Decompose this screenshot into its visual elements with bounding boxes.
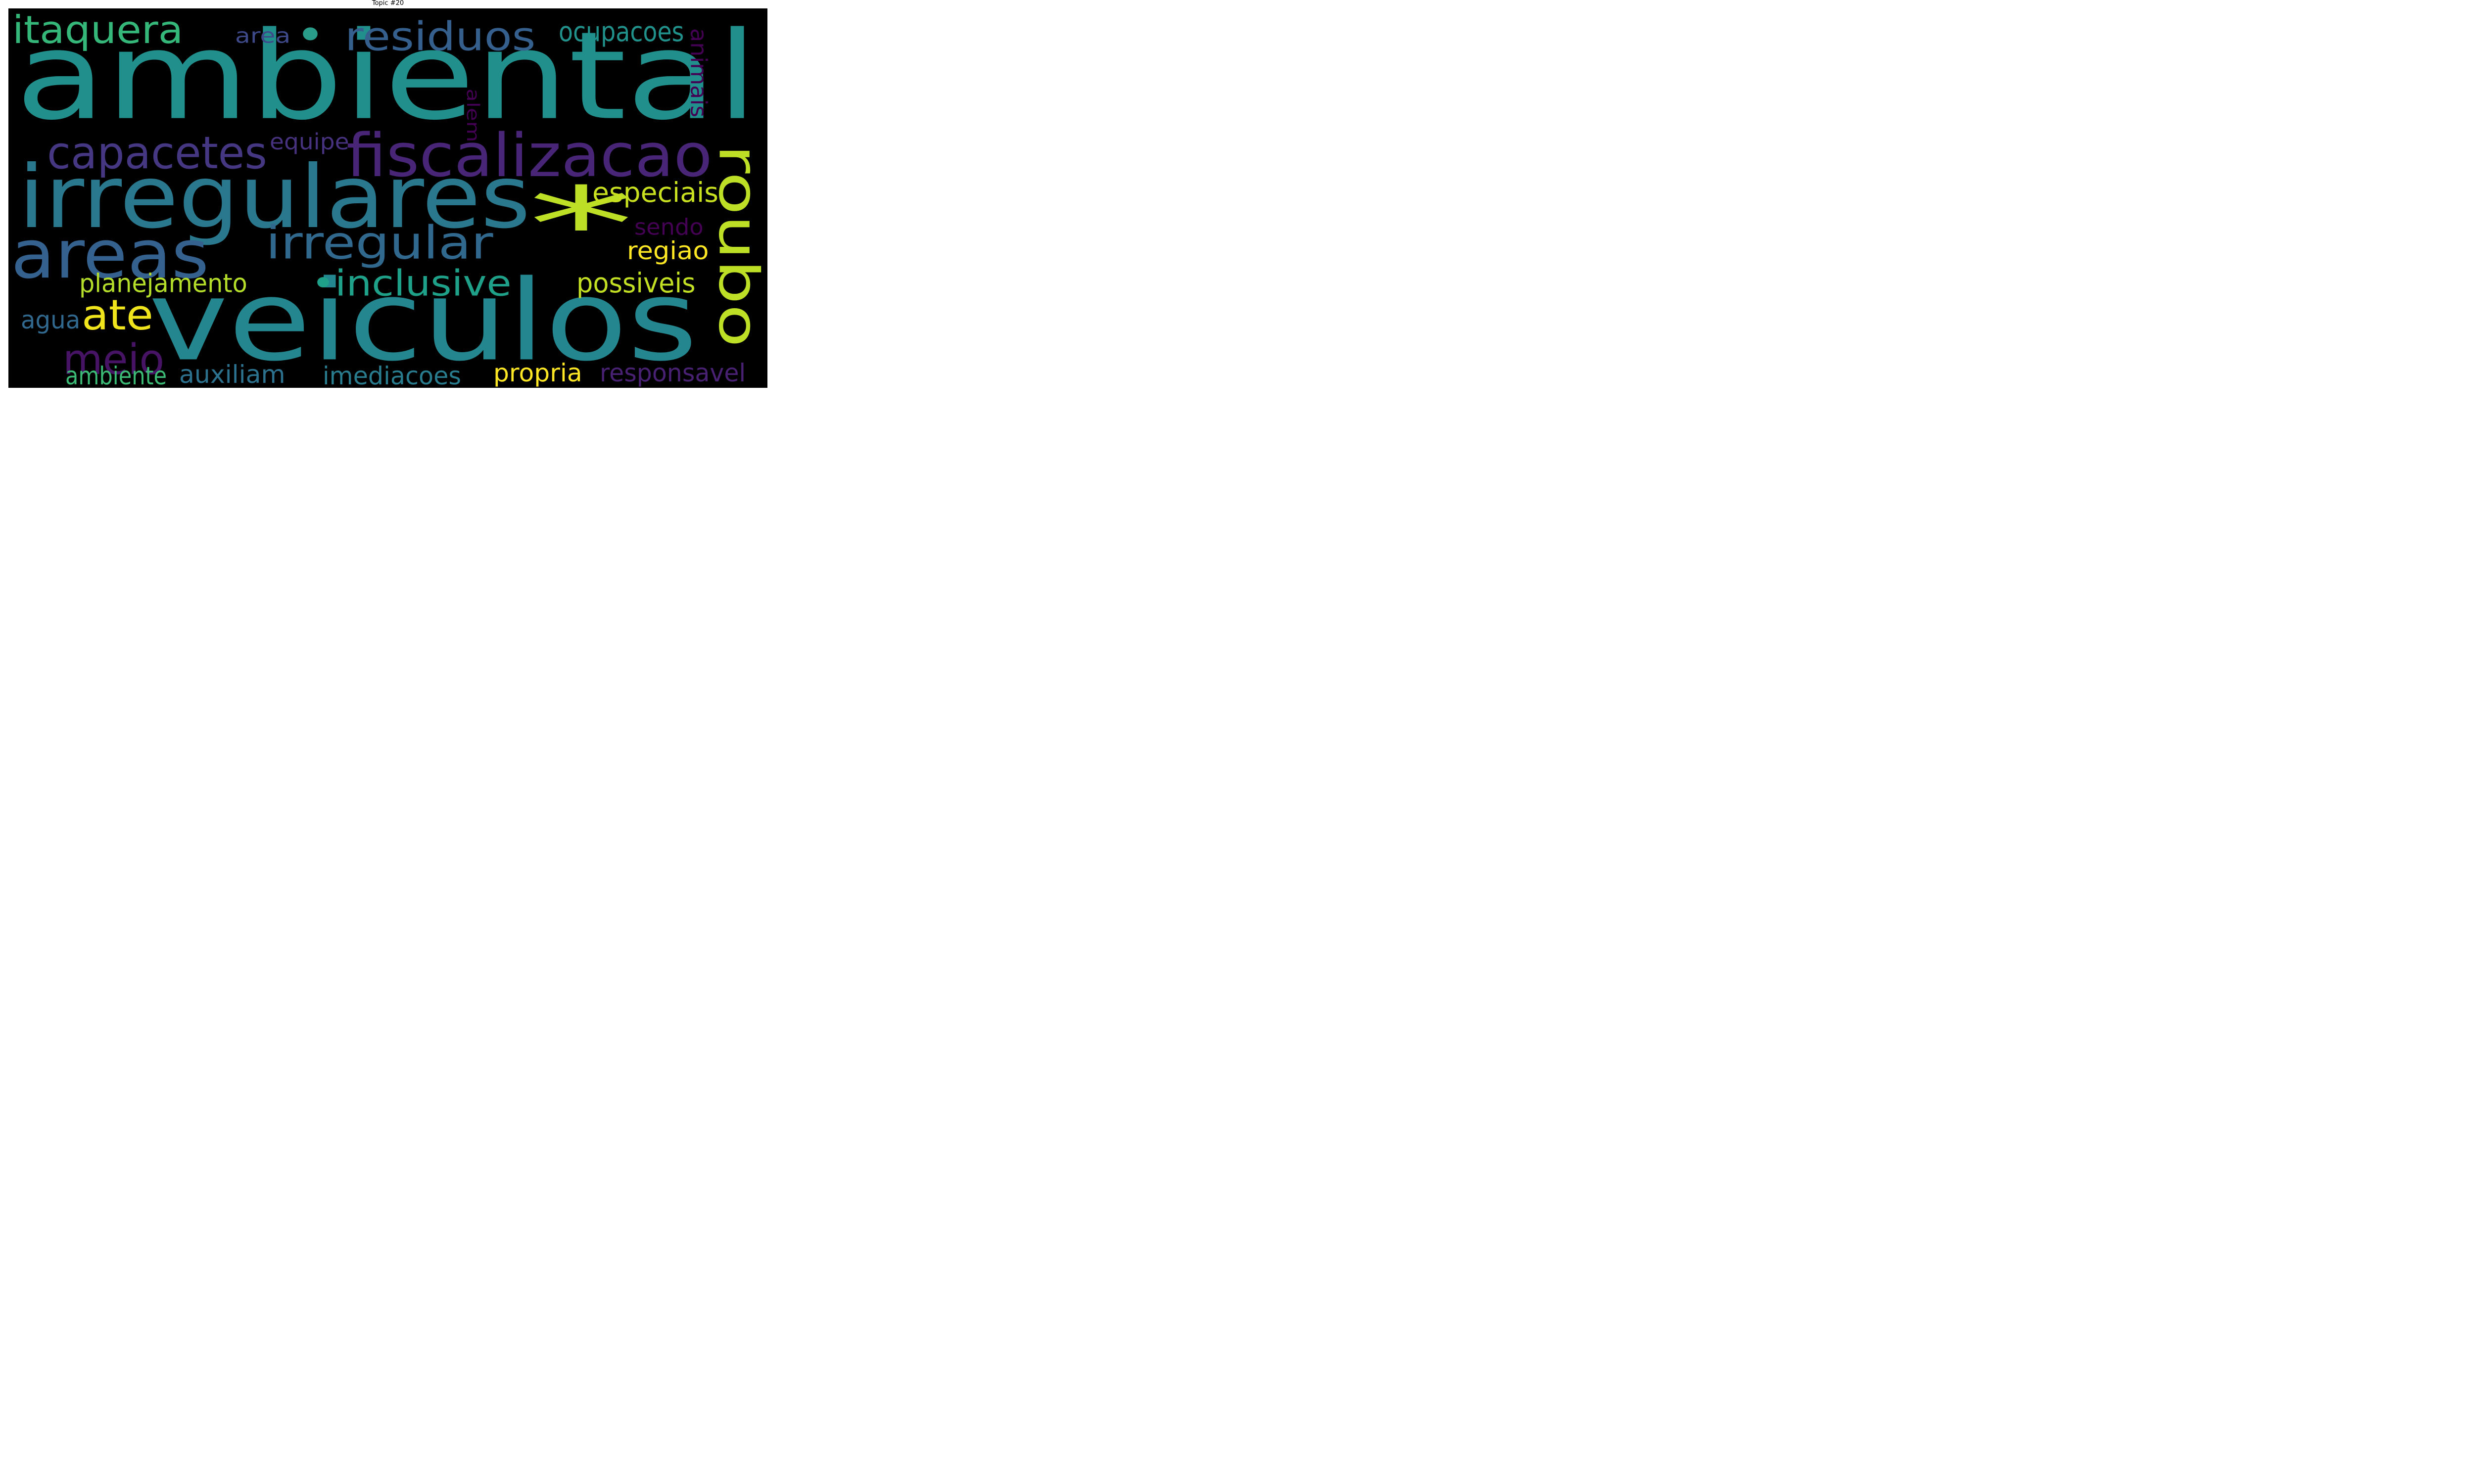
word-irregular: irregular <box>266 216 493 270</box>
word-irregulares: irregulares <box>18 147 531 248</box>
word-veiculos: veiculos <box>148 256 698 386</box>
word-alem: alem <box>463 89 482 142</box>
word-ambiental: ambiental <box>15 8 758 147</box>
word-possiveis: possiveis <box>576 267 696 299</box>
word-roubo: roubo <box>707 144 767 348</box>
word-dot-top: • <box>295 9 326 61</box>
figure-title: Topic #20 <box>372 0 404 7</box>
word-responsavel: responsavel <box>600 358 746 388</box>
word-meio: meio <box>63 335 165 384</box>
word-ambiente: ambiente <box>65 361 167 388</box>
word-area: area <box>235 24 291 48</box>
word-agua: agua <box>21 305 81 335</box>
word-ate: ate <box>82 290 153 340</box>
word-residuos: residuos <box>345 14 536 60</box>
word-ocupacoes: ocupacoes <box>559 16 684 48</box>
word-regiao: regiao <box>627 236 709 266</box>
word-especiais: especiais <box>592 177 719 209</box>
word-auxiliam: auxiliam <box>179 360 285 388</box>
word-asterisk: * <box>528 166 634 284</box>
word-animais: animais <box>685 28 712 118</box>
word-capacetes: capacetes <box>47 127 267 179</box>
word-fiscalizacao: fiscalizacao <box>346 121 713 190</box>
word-inclusive: •inclusive <box>311 262 512 304</box>
word-propria: propria <box>493 358 582 388</box>
word-equipe: equipe <box>270 129 349 155</box>
word-itaquera: itaquera <box>12 8 184 53</box>
word-sendo: sendo <box>634 214 704 240</box>
word-planejamento: planejamento <box>79 268 247 299</box>
word-areas: areas <box>11 215 209 294</box>
word-imediacoes: imediacoes <box>323 361 462 388</box>
word-cloud: ambiental veiculos irregulares * roubo fiscal… <box>8 8 767 388</box>
